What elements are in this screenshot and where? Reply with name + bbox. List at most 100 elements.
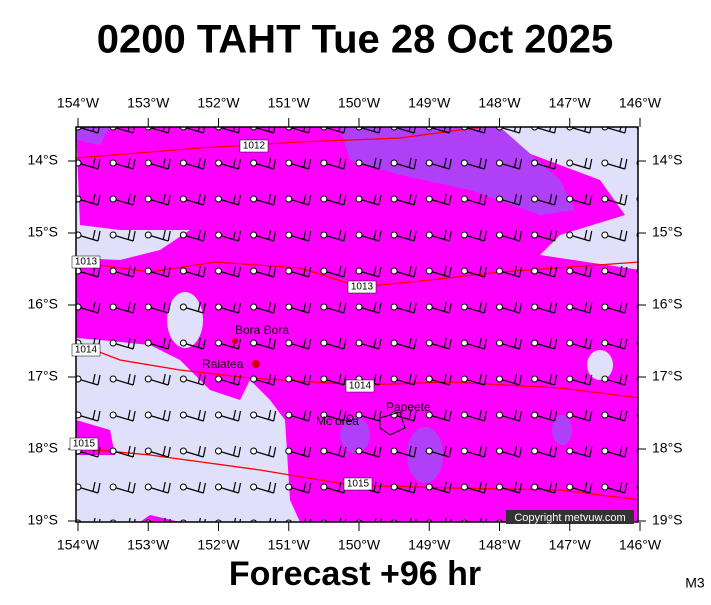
barb-station: [460, 375, 468, 383]
barb-flag: [237, 230, 242, 242]
lat-label: 16°S: [652, 296, 683, 312]
barb-flag: [202, 158, 206, 170]
barb-flag: [338, 409, 342, 420]
barb-flag: [619, 301, 623, 312]
barb-station: [144, 339, 152, 347]
barb-station: [425, 375, 433, 383]
barb-flag: [589, 374, 593, 386]
barb-flag: [413, 410, 417, 422]
barb-station: [425, 195, 433, 203]
barb-flag: [655, 266, 657, 276]
barb-flag: [655, 122, 657, 132]
barb-flag: [308, 158, 312, 170]
isobar-label: 1014: [75, 345, 98, 356]
barb-flag: [97, 127, 100, 134]
barb-flag: [308, 194, 312, 206]
barb-flag: [374, 517, 377, 522]
barb-flag: [167, 446, 171, 458]
barb-station: [460, 483, 468, 491]
barb-flag: [584, 337, 588, 348]
lon-label: 149°W: [408, 95, 451, 111]
barb-flag: [162, 409, 166, 420]
barb-flag: [197, 445, 201, 456]
barb-flag: [518, 194, 523, 206]
barb-flag: [444, 517, 447, 522]
barb-flag: [584, 373, 588, 384]
barb-flag: [197, 301, 201, 312]
barb-station: [601, 339, 609, 347]
barb-flag: [237, 158, 242, 170]
barb-flag: [237, 302, 242, 314]
barb-flag: [132, 127, 135, 134]
barb-station: [425, 231, 433, 239]
barb-shaft: [359, 523, 379, 529]
barb-station: [144, 231, 152, 239]
barb-flag: [655, 482, 657, 492]
barb-station: [250, 159, 258, 167]
barb-flag: [518, 230, 523, 242]
barb-flag: [443, 157, 447, 168]
barb-flag: [97, 374, 101, 386]
barb-flag: [273, 194, 277, 206]
barb-flag: [237, 410, 242, 422]
barb-shaft: [219, 523, 239, 529]
lat-label: 16°S: [27, 296, 58, 312]
barb-flag: [483, 302, 487, 314]
barb-flag: [660, 339, 662, 349]
barb-flag: [584, 445, 588, 456]
barb-flag: [624, 158, 628, 170]
barb-shaft: [289, 523, 309, 529]
barb-flag: [127, 445, 131, 456]
barb-flag: [373, 193, 377, 204]
barb-flag: [373, 409, 377, 420]
barb-station: [109, 375, 117, 383]
barb-flag: [408, 445, 412, 456]
barb-shaft: [324, 523, 344, 529]
barb-station: [250, 519, 257, 522]
barb-flag: [409, 517, 412, 522]
barb-flag: [92, 229, 96, 240]
barb-flag: [273, 410, 277, 422]
barb-station: [566, 375, 574, 383]
barb-flag: [619, 127, 622, 132]
barb-station: [531, 447, 539, 455]
heavy-precip: [76, 127, 110, 145]
barb-flag: [273, 374, 277, 386]
barb-flag: [162, 301, 166, 312]
barb-flag: [443, 481, 447, 492]
barb-flag: [339, 517, 342, 522]
barb-station: [566, 231, 574, 239]
barb-flag: [239, 518, 242, 522]
barb-station: [179, 447, 187, 455]
heavy-precip: [407, 427, 443, 483]
barb-flag: [373, 157, 377, 168]
barb-flag: [549, 301, 553, 312]
barb-flag: [619, 481, 623, 492]
barb-flag: [268, 193, 272, 204]
barb-station: [566, 483, 574, 491]
barb-flag: [344, 518, 347, 522]
barb-flag: [554, 446, 558, 458]
barb-flag: [478, 409, 482, 420]
barb-flag: [485, 518, 487, 522]
barb-flag: [202, 230, 206, 242]
barb-station: [320, 411, 328, 419]
barb-station: [460, 411, 468, 419]
barb-flag: [483, 446, 487, 458]
barb-flag: [273, 302, 277, 314]
barb-flag: [378, 374, 382, 386]
lon-label: 146°W: [619, 537, 662, 553]
barb-flag: [378, 338, 382, 350]
barb-flag: [132, 410, 136, 422]
barb-flag: [584, 409, 588, 420]
barb-flag: [378, 194, 382, 206]
barb-station: [320, 159, 328, 167]
barb-flag: [127, 409, 131, 420]
barb-flag: [448, 230, 452, 242]
barb-station: [285, 339, 293, 347]
barb-flag: [308, 374, 312, 386]
barb-station: [179, 159, 187, 167]
barb-station: [355, 339, 363, 347]
barb-flag: [202, 338, 206, 350]
barb-station: [601, 195, 609, 203]
